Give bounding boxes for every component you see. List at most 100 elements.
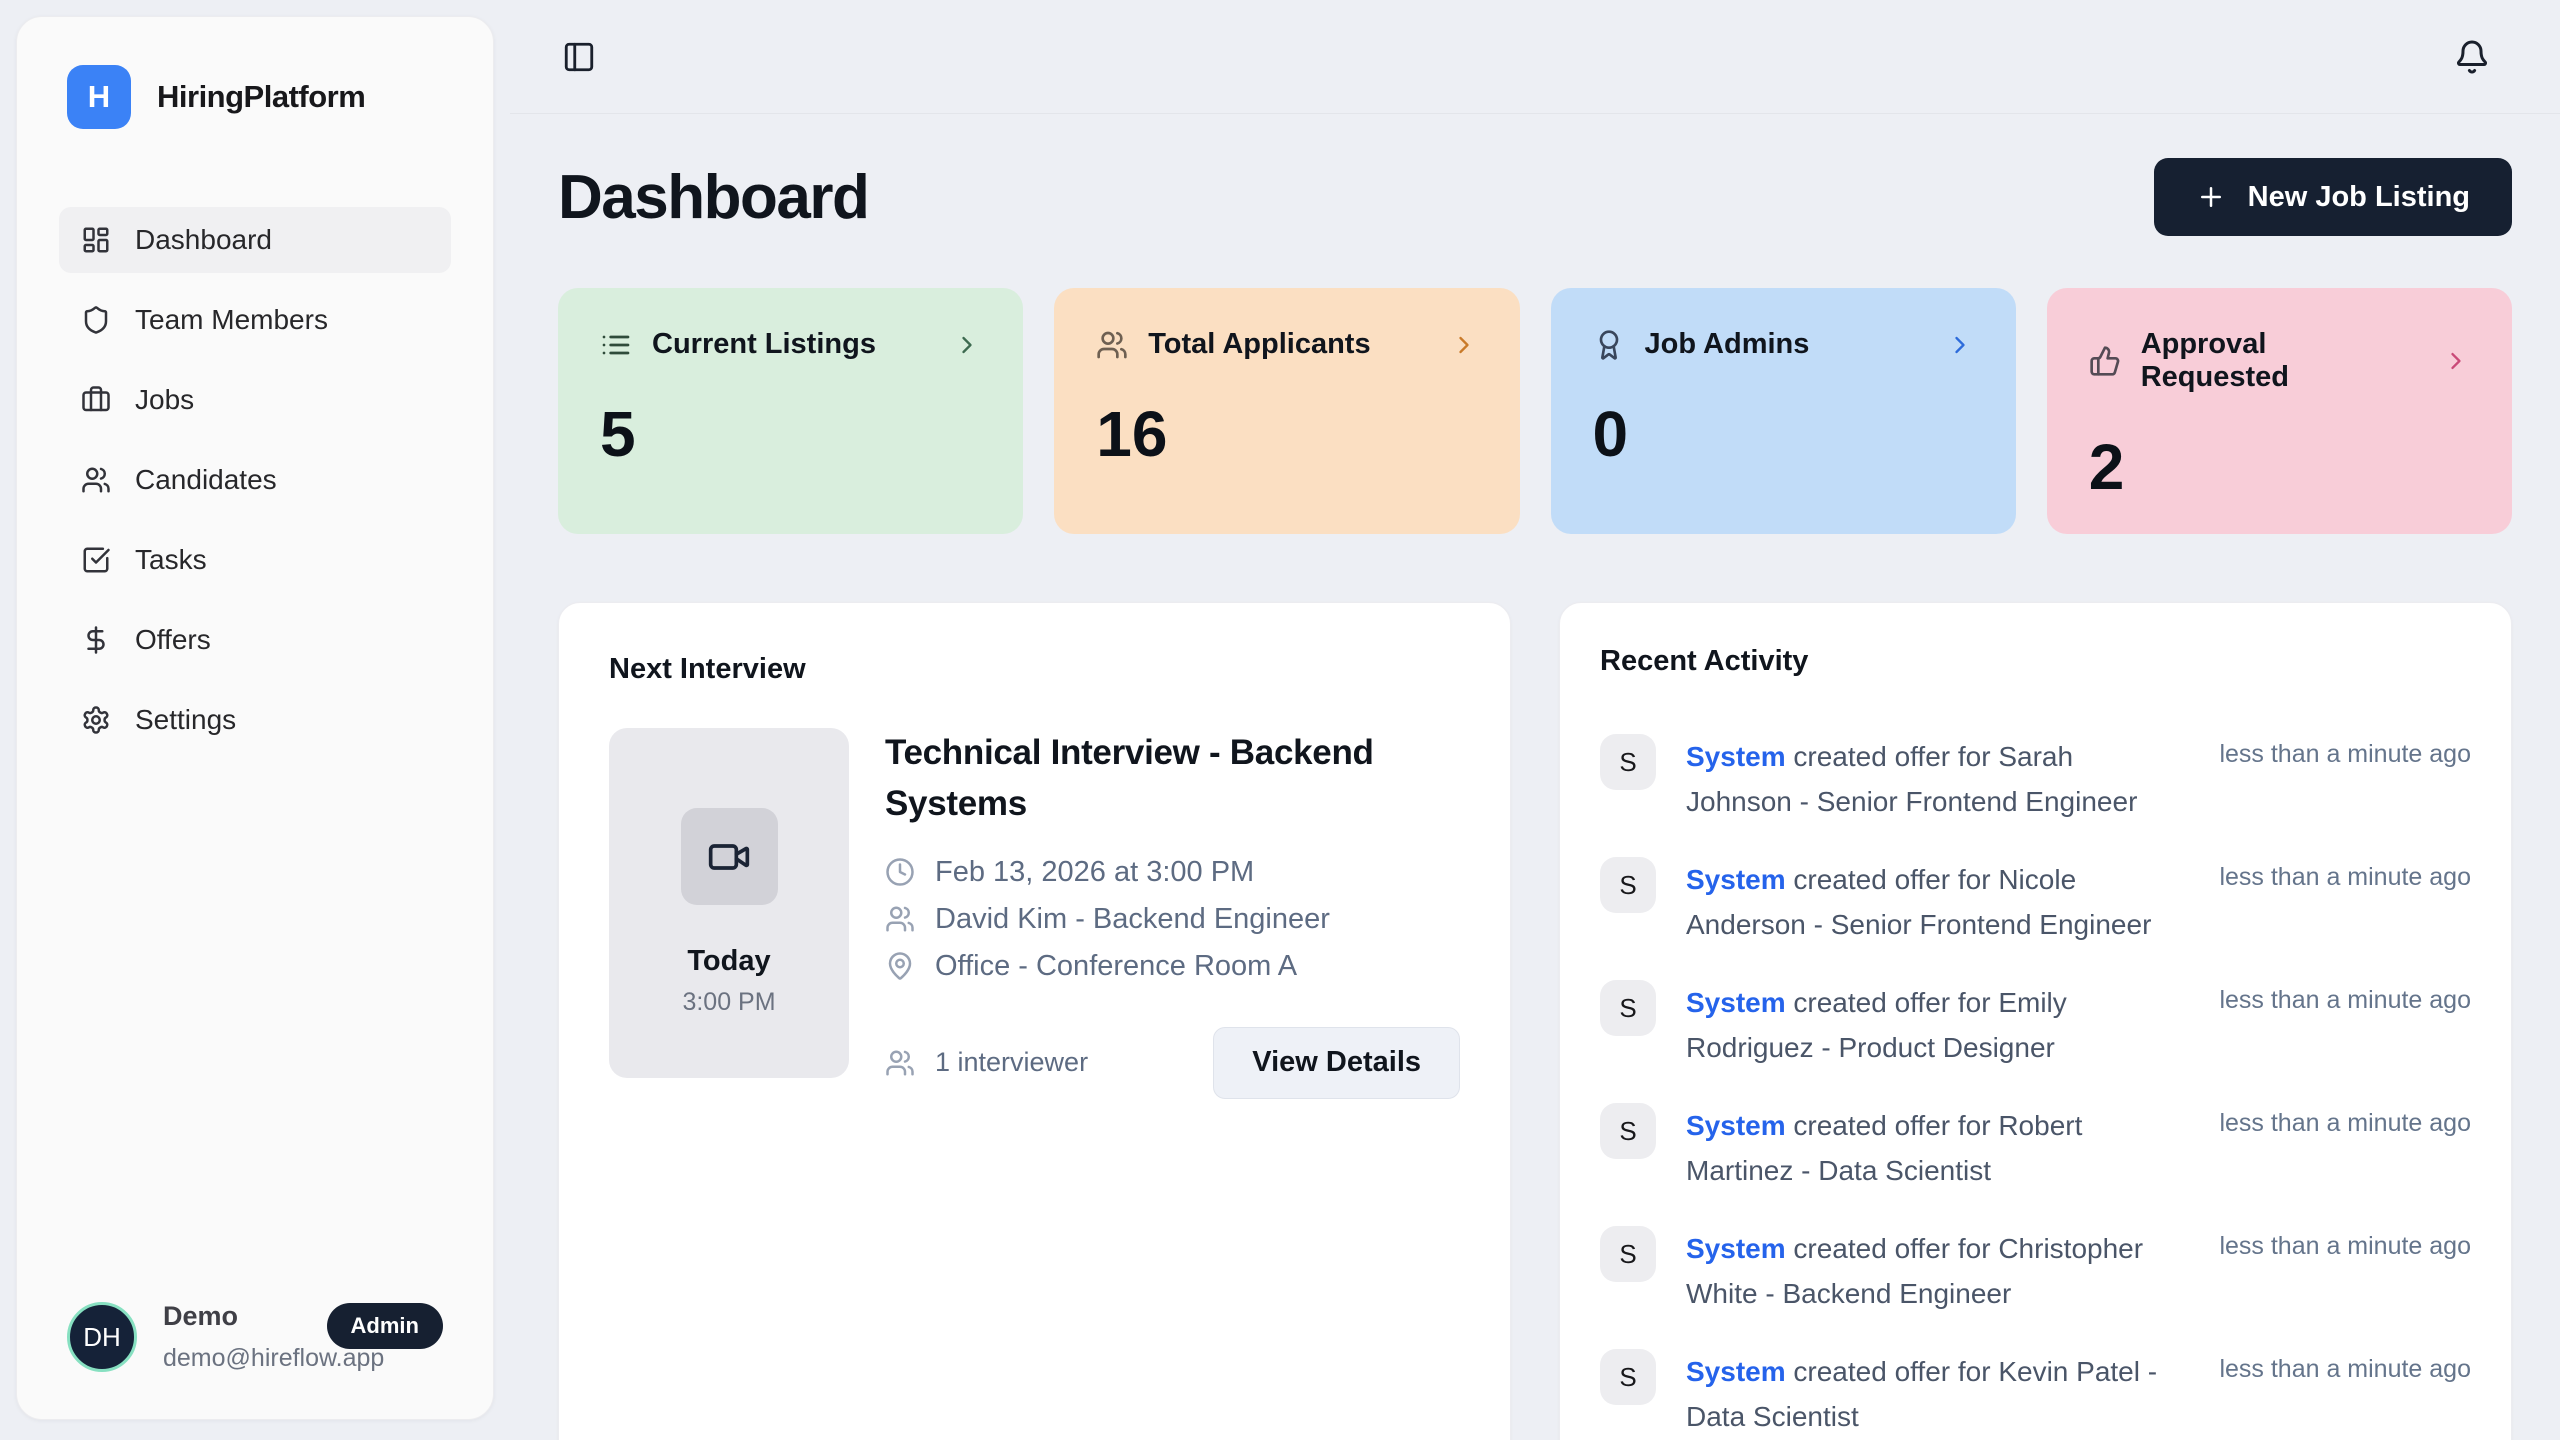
user-name: Demo — [163, 1301, 239, 1331]
activity-avatar: S — [1600, 980, 1656, 1036]
sidebar-item-tasks[interactable]: Tasks — [59, 527, 451, 593]
sidebar-item-label: Jobs — [135, 384, 195, 415]
activity-timestamp: less than a minute ago — [2219, 986, 2471, 1014]
new-job-listing-label: New Job Listing — [2247, 180, 2470, 213]
activity-timestamp: less than a minute ago — [2219, 740, 2471, 768]
user-initials: DH — [83, 1321, 121, 1352]
check-square-icon — [83, 547, 110, 573]
sidebar-item-offers[interactable]: Offers — [59, 607, 451, 673]
activity-row: S System created offer for Sarah Johnson… — [1600, 734, 2471, 824]
chevron-right-icon[interactable] — [1450, 331, 1478, 359]
layout-dashboard-icon — [83, 227, 109, 253]
sidebar-item-dashboard[interactable]: Dashboard — [59, 207, 451, 273]
activity-avatar: S — [1600, 1226, 1656, 1282]
sidebar-item-settings[interactable]: Settings — [59, 687, 451, 753]
interview-meta: Feb 13, 2026 at 3:00 PM David Kim - Back… — [885, 856, 1460, 983]
view-details-button[interactable]: View Details — [1213, 1026, 1460, 1099]
sidebar-item-team-members[interactable]: Team Members — [59, 287, 451, 353]
app-logo-letter: H — [87, 79, 111, 114]
interview-details: Technical Interview - Backend Systems Fe… — [885, 728, 1460, 1099]
activity-list: S System created offer for Sarah Johnson… — [1600, 734, 2471, 1439]
stat-value: 0 — [1592, 398, 1629, 470]
sidebar-item-label: Offers — [135, 624, 211, 655]
sidebar-item-label: Tasks — [135, 544, 207, 575]
interviewer-count-row: 1 interviewer — [885, 1047, 1088, 1078]
chevron-right-icon[interactable] — [2442, 347, 2470, 375]
activity-avatar: S — [1600, 1103, 1656, 1159]
stat-card-job-admins[interactable]: Job Admins 0 — [1550, 288, 2016, 534]
activity-timestamp: less than a minute ago — [2219, 1109, 2471, 1137]
users-icon — [82, 467, 110, 493]
sidebar: H HiringPlatform Dashboard Team Members … — [16, 16, 494, 1420]
interview-candidate: David Kim - Backend Engineer — [935, 902, 1330, 935]
new-job-listing-button[interactable]: New Job Listing — [2153, 158, 2512, 236]
next-interview-card: Next Interview Today 3:00 PM Technical I… — [558, 602, 1511, 1440]
activity-row: S System created offer for Robert Martin… — [1600, 1103, 2471, 1193]
activity-actor-link[interactable]: System — [1686, 1356, 1786, 1387]
stat-label: Current Listings — [652, 328, 876, 360]
sidebar-toggle-button[interactable] — [562, 40, 596, 74]
activity-text: created offer for Emily Rodriguez - Prod… — [1686, 987, 2067, 1063]
plus-icon — [2200, 187, 2221, 207]
activity-message: System created offer for Kevin Patel - D… — [1686, 1349, 2186, 1439]
interview-location-row: Office - Conference Room A — [885, 950, 1460, 983]
activity-actor-link[interactable]: System — [1686, 1233, 1786, 1264]
page-header: Dashboard New Job Listing — [558, 158, 2512, 236]
interview-day: Today — [687, 945, 771, 977]
stat-label: Approval Requested — [2140, 328, 2289, 393]
video-camera-icon — [708, 843, 750, 870]
sidebar-item-candidates[interactable]: Candidates — [59, 447, 451, 513]
activity-message: System created offer for Christopher Whi… — [1686, 1226, 2186, 1316]
chevron-right-icon[interactable] — [953, 331, 981, 359]
stat-card-header: Current Listings — [600, 328, 981, 361]
interview-footer: 1 interviewer View Details — [885, 1026, 1460, 1099]
stat-value: 2 — [2088, 431, 2125, 503]
activity-actor-link[interactable]: System — [1686, 987, 1786, 1018]
main-area: Dashboard New Job Listing Current Listin… — [510, 0, 2560, 1440]
panel-left-icon — [564, 42, 594, 71]
activity-row: S System created offer for Nicole Anders… — [1600, 857, 2471, 947]
activity-timestamp: less than a minute ago — [2219, 863, 2471, 891]
stat-card-total-applicants[interactable]: Total Applicants 16 — [1054, 288, 1520, 534]
clock-icon — [886, 858, 914, 886]
sidebar-item-label: Candidates — [135, 464, 277, 495]
user-card[interactable]: DH Demo demo@hireflow.app Admin — [59, 1301, 451, 1373]
video-tile — [680, 808, 778, 905]
list-icon — [602, 335, 630, 354]
activity-actor-link[interactable]: System — [1686, 1110, 1786, 1141]
stat-label: Job Admins — [1644, 328, 1810, 360]
activity-actor-link[interactable]: System — [1686, 741, 1786, 772]
activity-text: created offer for Kevin Patel - Data Sci… — [1686, 1356, 2158, 1432]
users-icon — [886, 906, 914, 932]
dollar-icon — [87, 626, 105, 654]
stat-cards: Current Listings 5 Total Applicants 16 — [558, 288, 2512, 534]
users-icon — [886, 1050, 914, 1075]
sidebar-item-jobs[interactable]: Jobs — [59, 367, 451, 433]
stat-card-header: Approval Requested — [2089, 328, 2470, 394]
role-badge: Admin — [326, 1303, 443, 1349]
app-title: HiringPlatform — [157, 79, 366, 114]
recent-activity-title: Recent Activity — [1600, 645, 1809, 677]
stat-value: 5 — [600, 398, 636, 470]
activity-avatar: S — [1600, 734, 1656, 790]
users-icon — [1097, 331, 1127, 358]
activity-message: System created offer for Robert Martinez… — [1686, 1103, 2186, 1193]
notifications-button[interactable] — [2454, 39, 2490, 75]
stat-card-approval-requested[interactable]: Approval Requested 2 — [2046, 288, 2512, 534]
interview-location: Office - Conference Room A — [935, 949, 1298, 982]
page-title: Dashboard — [558, 162, 870, 232]
activity-actor-link[interactable]: System — [1686, 864, 1786, 895]
app-logo[interactable]: H HiringPlatform — [59, 65, 451, 129]
interview-body: Today 3:00 PM Technical Interview - Back… — [609, 728, 1460, 1099]
interview-time: 3:00 PM — [682, 988, 776, 1016]
activity-text: created offer for Robert Martinez - Data… — [1686, 1110, 2083, 1186]
activity-timestamp: less than a minute ago — [2219, 1232, 2471, 1260]
chevron-right-icon[interactable] — [1946, 331, 1974, 359]
stat-label: Total Applicants — [1148, 328, 1371, 360]
stat-card-current-listings[interactable]: Current Listings 5 — [558, 288, 1024, 534]
thumbs-up-icon — [2090, 346, 2120, 376]
next-interview-title: Next Interview — [609, 653, 806, 685]
shield-icon — [84, 306, 108, 334]
award-icon — [1599, 329, 1618, 360]
activity-avatar: S — [1600, 857, 1656, 913]
